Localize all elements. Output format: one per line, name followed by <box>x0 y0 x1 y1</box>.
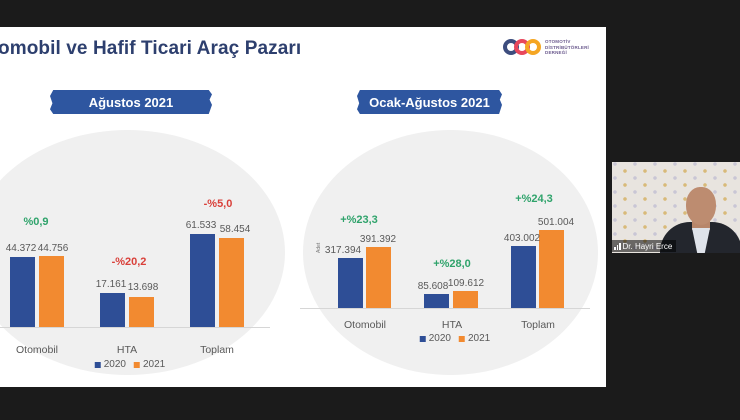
bar-toplam-2020 <box>511 246 536 308</box>
participant-name: Dr. Hayri Erce <box>622 241 673 251</box>
category-label: HTA <box>116 344 138 356</box>
bar-otomobil-2020 <box>338 258 363 308</box>
legend-swatch-icon <box>419 335 426 342</box>
bar-otomobil-2020 <box>10 257 35 327</box>
odd-logo: OTOMOTİV DİSTRİBÜTÖRLERİ DERNEĞİ <box>503 39 589 56</box>
bar-hta-2020 <box>424 294 449 308</box>
legend-item-2020: 2020 <box>94 359 126 370</box>
change-label: -%5,0 <box>203 198 233 210</box>
logo-rings-icon <box>503 39 541 56</box>
value-label: 501.004 <box>537 217 575 228</box>
bar-toplam-2021 <box>539 230 564 308</box>
banner-jan-aug: Ocak-Ağustos 2021 <box>357 90 502 114</box>
category-label: Toplam <box>521 319 555 331</box>
participant-head <box>686 187 716 225</box>
legend-swatch-icon <box>94 361 101 368</box>
bar-toplam-2021 <box>219 238 244 327</box>
value-label: 403.002 <box>503 233 541 244</box>
legend-item-2021: 2021 <box>459 333 490 344</box>
presentation-slide: omobil ve Hafif Ticari Araç Pazarı OTOMO… <box>0 27 606 387</box>
value-label: 58.454 <box>219 224 251 235</box>
legend-item-2020: 2020 <box>419 333 451 344</box>
value-label: 17.161 <box>95 279 127 290</box>
legend-item-2021: 2021 <box>134 359 165 370</box>
change-label: +%23,3 <box>340 214 378 226</box>
value-label: 391.392 <box>359 234 397 245</box>
category-label: Otomobil <box>15 344 59 356</box>
value-label: 317.394 <box>324 245 362 256</box>
legend-swatch-icon <box>134 361 140 368</box>
chart-legend: 2020 2021 <box>419 333 490 344</box>
participant-video-tile[interactable]: Dr. Hayri Erce <box>612 162 740 253</box>
signal-strength-icon <box>614 242 621 250</box>
value-label: 44.756 <box>37 243 69 254</box>
y-axis-label: Adet <box>316 242 322 253</box>
bar-chart-august: 44.372 44.756 %0,9 Otomobil 17.161 13.69… <box>0 177 270 370</box>
category-label: HTA <box>441 319 463 331</box>
bar-chart-jan-aug: Adet 317.394 391.392 +%23,3 Otomobil 85.… <box>300 177 590 362</box>
bar-otomobil-2021 <box>366 247 391 308</box>
slide-title: omobil ve Hafif Ticari Araç Pazarı <box>0 38 302 59</box>
bar-hta-2021 <box>129 297 154 327</box>
value-label: 61.533 <box>185 220 217 231</box>
participant-shirt <box>692 228 710 253</box>
banner-august: Ağustos 2021 <box>50 90 212 114</box>
logo-text: OTOMOTİV DİSTRİBÜTÖRLERİ DERNEĞİ <box>545 39 589 55</box>
change-label: +%28,0 <box>433 258 471 270</box>
change-label: +%24,3 <box>515 193 553 205</box>
category-label: Toplam <box>200 344 234 356</box>
chart-legend: 2020 2021 <box>94 359 165 370</box>
value-label: 109.612 <box>447 278 485 289</box>
bar-hta-2020 <box>100 293 125 327</box>
x-axis-line <box>300 308 590 309</box>
change-label: -%20,2 <box>111 256 147 268</box>
value-label: 85.608 <box>417 281 449 292</box>
legend-swatch-icon <box>459 335 465 342</box>
value-label: 13.698 <box>127 282 159 293</box>
bar-otomobil-2021 <box>39 256 64 327</box>
x-axis-line <box>0 327 270 328</box>
category-label: Otomobil <box>343 319 387 331</box>
bar-hta-2021 <box>453 291 478 308</box>
value-label: 44.372 <box>5 243 37 254</box>
bar-toplam-2020 <box>190 234 215 327</box>
participant-name-tag: Dr. Hayri Erce <box>612 240 677 252</box>
change-label: %0,9 <box>23 216 49 228</box>
